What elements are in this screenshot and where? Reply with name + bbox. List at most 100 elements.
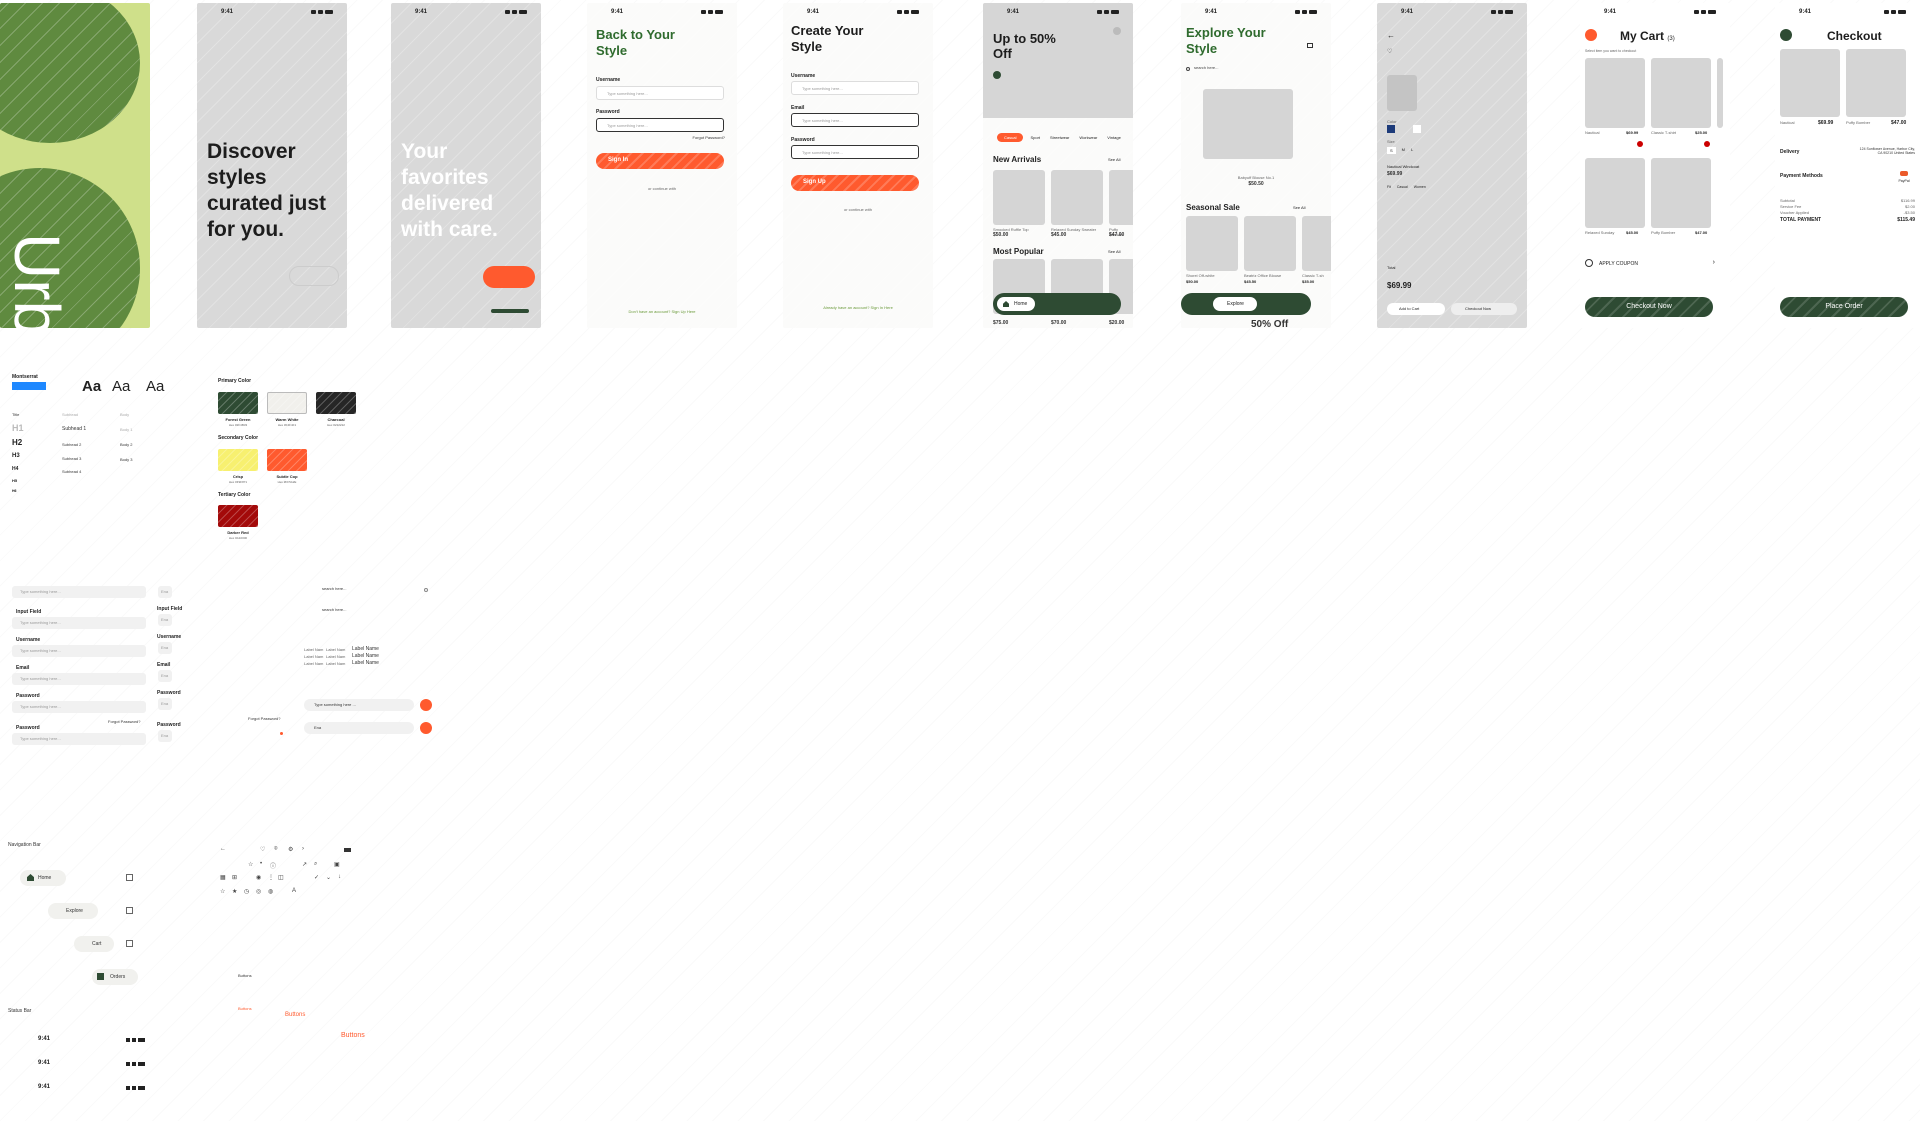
promo-arrow-button[interactable] (993, 71, 1001, 79)
cart-item[interactable] (1717, 58, 1723, 128)
paypal-option[interactable]: PayPal (1895, 171, 1913, 185)
size-option[interactable]: S (1387, 147, 1396, 154)
sign-up-link[interactable]: Don't have an account? Sign Up Here (628, 309, 696, 314)
chat-input-filled[interactable]: Ena (304, 722, 414, 734)
nav-home[interactable]: Home (20, 870, 66, 886)
chip-vintage[interactable]: Vintage (1107, 135, 1121, 140)
forgot-password-link[interactable]: Forgot Password? (248, 716, 281, 721)
grid-icon[interactable] (126, 874, 133, 881)
add-to-cart-button[interactable]: Add to Cart (1387, 303, 1445, 315)
see-all-link[interactable]: See All (1108, 157, 1121, 162)
short-field[interactable]: Ena (158, 730, 172, 742)
remove-icon[interactable] (1704, 141, 1710, 147)
password-input[interactable]: Type something here... (596, 118, 724, 132)
sale-card[interactable] (1244, 216, 1296, 271)
sale-name: Shorei Off-white (1186, 273, 1215, 278)
chip-casual[interactable]: Casual (997, 133, 1024, 142)
label-name: Label Nam (326, 654, 346, 659)
button-sample-4[interactable]: Buttons (341, 1032, 365, 1039)
gear-icon[interactable] (424, 588, 428, 592)
avatar[interactable] (1113, 27, 1121, 35)
grid-icon[interactable] (126, 940, 133, 947)
username-input[interactable]: Type something here... (596, 86, 724, 100)
cart-icon[interactable] (1307, 43, 1313, 48)
password-field[interactable]: Type something here... (12, 733, 146, 745)
product-thumbnail[interactable] (1387, 75, 1417, 111)
product-card[interactable] (993, 170, 1045, 225)
grid-icon[interactable] (126, 907, 133, 914)
chip-workwear[interactable]: Workwear (1079, 135, 1098, 140)
product-card[interactable] (1109, 170, 1133, 225)
back-button[interactable] (1780, 29, 1792, 41)
button-sample-1[interactable]: Buttons (238, 973, 252, 978)
forgot-password-link[interactable]: Forgot Password? (108, 719, 141, 724)
next-button[interactable] (289, 266, 339, 286)
next-button[interactable] (483, 266, 535, 288)
checkout-now-button[interactable]: Checkout Now (1451, 303, 1517, 315)
style-tag[interactable]: Women (1413, 185, 1426, 189)
sign-in-button[interactable]: Sign In (596, 153, 724, 169)
short-field[interactable]: Ena (158, 586, 172, 598)
checkout-now-button[interactable]: Checkout Now (1585, 297, 1713, 317)
send-button[interactable] (420, 699, 432, 711)
username-field[interactable]: Type something here... (12, 645, 146, 657)
username-input[interactable]: Type something here... (791, 81, 919, 95)
search-field[interactable]: search here... (322, 607, 347, 612)
short-field[interactable]: Ena (158, 670, 172, 682)
cart-item[interactable] (1585, 58, 1645, 128)
sign-up-button[interactable]: Sign Up (791, 175, 919, 191)
back-arrow-icon[interactable]: ← (1387, 31, 1395, 40)
chip-streetwear[interactable]: Streetwear (1050, 135, 1070, 140)
cart-item[interactable] (1651, 158, 1711, 228)
popular-price: $20.00 (1109, 320, 1125, 326)
input-field-default[interactable]: Type something here... (12, 586, 146, 598)
product-card[interactable] (1051, 170, 1103, 225)
password-input[interactable]: Type something here... (791, 145, 919, 159)
heart-icon[interactable]: ♡ (1387, 49, 1393, 55)
short-field[interactable]: Ena (158, 614, 172, 626)
payment-label[interactable]: Payment Methods (1780, 173, 1823, 179)
send-button[interactable] (420, 722, 432, 734)
sign-in-link[interactable]: Already have an account? Sign In Here (823, 305, 893, 310)
remove-icon[interactable] (1637, 141, 1643, 147)
back-button[interactable] (1585, 29, 1597, 41)
style-tag[interactable]: Casual (1396, 185, 1408, 189)
cart-item[interactable] (1585, 158, 1645, 228)
color-swatch-white[interactable] (1413, 125, 1421, 133)
color-swatch-navy[interactable] (1387, 125, 1395, 133)
short-field[interactable]: Ena (158, 698, 172, 710)
password-field[interactable]: Type something here... (12, 701, 146, 713)
see-all-link[interactable]: See All (1108, 249, 1121, 254)
button-sample-2[interactable]: Buttons (238, 1006, 252, 1011)
nav-home-pill[interactable]: Home (997, 297, 1035, 311)
nav-explore[interactable]: Explore (48, 903, 98, 919)
size-option[interactable]: L (1411, 147, 1414, 152)
forgot-password-link[interactable]: Forgot Password? (692, 135, 725, 140)
search-field[interactable]: search here... (322, 586, 347, 591)
chip-sport[interactable]: Sport (1030, 135, 1041, 140)
subhead-2: Subhead 2 (62, 442, 82, 447)
chat-input[interactable]: Type something here ... (304, 699, 414, 711)
search-input[interactable]: search here... (1186, 65, 1316, 75)
sale-card[interactable] (1186, 216, 1238, 271)
sale-card[interactable] (1302, 216, 1331, 271)
password-label: Password (791, 137, 815, 143)
input-field[interactable]: Type something here... (12, 617, 146, 629)
place-order-button[interactable]: Place Order (1780, 297, 1908, 317)
featured-image[interactable] (1203, 89, 1293, 159)
featured-price: $50.50 (1248, 181, 1264, 187)
short-field[interactable]: Ena (158, 642, 172, 654)
email-field[interactable]: Type something here... (12, 673, 146, 685)
heading-h4: H4 (12, 466, 19, 472)
button-sample-3[interactable]: Buttons (285, 1012, 306, 1018)
nav-cart[interactable]: Cart (74, 936, 114, 952)
checkout-item[interactable] (1780, 49, 1840, 117)
cart-item[interactable] (1651, 58, 1711, 128)
style-tag[interactable]: Fit (1387, 185, 1391, 189)
checkout-item[interactable] (1846, 49, 1906, 117)
nav-explore-pill[interactable]: Explore (1213, 297, 1257, 311)
email-input[interactable]: Type something here... (791, 113, 919, 127)
see-all-link[interactable]: See All (1293, 205, 1306, 210)
apply-coupon-row[interactable]: APPLY COUPON › (1585, 259, 1715, 269)
size-option[interactable]: M (1401, 147, 1406, 152)
